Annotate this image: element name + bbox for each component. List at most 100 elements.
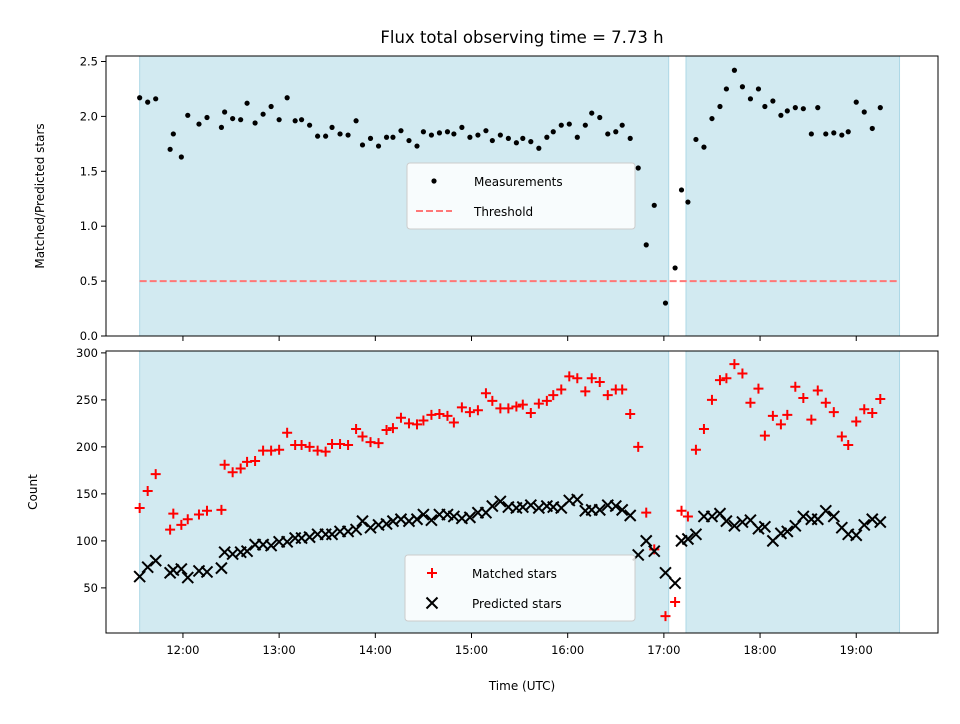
predicted-stars-point [640,534,653,548]
matched-stars-point [721,373,732,384]
predicted-stars-point [609,499,622,513]
measurements-point [717,103,723,110]
measurements-point [685,199,691,205]
x-axis-label: Time (UTC) [488,679,555,693]
measurements-point [153,96,159,102]
matched-stars-point [296,440,307,450]
y-tick-label: 0.0 [80,329,98,343]
predicted-stars-point [819,504,832,518]
matched-stars-point [641,507,652,518]
measurements-point [406,137,412,144]
measurements-point [359,142,366,148]
matched-stars-point [690,444,701,455]
measurements-point [770,98,776,104]
matched-stars-point [381,424,392,435]
measurements-point [550,129,556,135]
measurements-point [619,122,625,128]
predicted-stars-point [463,511,477,524]
observing-window-shade [685,55,901,337]
measurements-point [218,124,225,130]
matched-stars-point [282,427,293,438]
matched-stars-point [798,393,809,403]
measurements-point [672,265,678,271]
measurements-point [222,109,228,115]
matched-stars-point [633,441,644,452]
measurements-point [436,130,443,136]
predicted-stars-point [356,514,369,528]
legend-label: Matched stars [472,567,557,581]
matched-stars-point [357,431,368,442]
measurements-point [390,134,396,140]
matched-stars-point [182,514,193,525]
predicted-stars-point [728,519,741,533]
matched-stars-point [759,430,770,441]
measurements-point [662,300,669,306]
x-tick-label: 14:00 [359,643,392,657]
measurements-point [643,242,649,248]
measurements-point [204,114,210,121]
measurements-point [306,122,313,128]
measurements-point [329,124,335,130]
measurements-point [137,95,143,101]
measurements-point [167,146,173,152]
predicted-stars-point [264,539,278,552]
matched-stars-point [193,509,204,520]
matched-stars-point [682,511,693,522]
measurements-point [238,117,244,123]
measurements-point [178,154,184,160]
predicted-stars-point [659,566,672,580]
matched-stars-point [373,438,384,449]
measurements-point [444,129,451,135]
matched-stars-point [625,408,636,419]
measurements-point [475,132,481,138]
matched-stars-point [782,409,793,420]
measurements-point [869,125,875,132]
measurements-point [353,118,359,124]
measurements-point [823,131,829,137]
predicted-stars-point [425,513,438,527]
measurements-point [808,131,814,137]
predicted-stars-point [364,521,377,534]
matched-stars-point [274,444,285,455]
matched-stars-point [134,502,145,513]
predicted-stars-point [827,510,841,523]
matched-stars-point [586,373,597,384]
measurements-point [861,109,867,115]
measurements-point [284,95,290,101]
matched-stars-point [387,423,398,434]
matched-stars-point [464,407,475,418]
measurements-point [709,115,715,122]
matched-stars-point [698,424,709,435]
matched-stars-point [511,401,522,412]
legend-measurements-swatch [431,178,437,184]
measurements-point [451,131,457,137]
measurements-point [428,132,435,138]
predicted-stars-point [141,560,154,574]
measurements-point [268,103,274,110]
measurements-point [244,100,250,106]
measurements-point [383,134,390,140]
measurements-point [739,84,746,90]
predicted-stars-point [325,528,339,541]
predicted-stars-point [681,532,695,546]
matched-stars-point [442,410,453,421]
matched-stars-point [176,519,187,530]
measurements-point [701,144,707,150]
predicted-stars-point [858,518,871,532]
predicted-stars-point [380,517,393,531]
measurements-point [815,105,821,111]
measurements-point [315,133,321,139]
measurements-point [252,120,258,126]
matched-stars-point [487,395,498,406]
legend-box [404,554,636,622]
y-tick-label: 300 [76,346,98,360]
matched-stars-point [201,505,212,516]
ratio-y-axis-label: Matched/Predicted stars [33,123,47,268]
legend-box [406,162,636,230]
matched-stars-point [343,440,354,450]
measurements-point [845,129,851,135]
matched-stars-point [875,393,886,404]
measurements-point [693,136,699,143]
matched-stars-point [411,419,422,430]
count-panel-frame [105,350,939,634]
